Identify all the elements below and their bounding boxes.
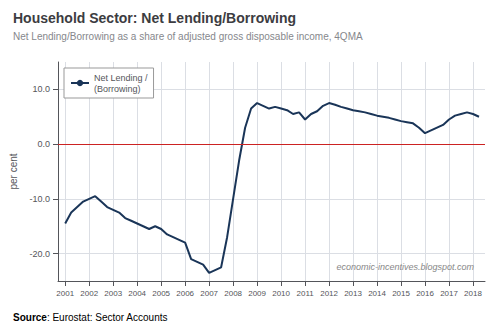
svg-text:2016: 2016	[416, 289, 434, 298]
svg-text:Source: Source	[13, 312, 47, 323]
svg-text:2009: 2009	[248, 289, 266, 298]
svg-text:2011: 2011	[296, 289, 314, 298]
svg-text:2012: 2012	[320, 289, 338, 298]
svg-text:10.0: 10.0	[32, 84, 50, 94]
svg-text:2015: 2015	[392, 289, 410, 298]
svg-text:Net Lending /: Net Lending /	[94, 73, 148, 83]
svg-text:2001: 2001	[56, 289, 74, 298]
svg-text:2010: 2010	[272, 289, 290, 298]
svg-text:-20.0: -20.0	[29, 249, 50, 259]
svg-text:(Borrowing): (Borrowing)	[94, 84, 141, 94]
svg-text:2003: 2003	[104, 289, 122, 298]
svg-text:2013: 2013	[344, 289, 362, 298]
svg-text:2008: 2008	[224, 289, 242, 298]
svg-text:economic-incentives.blogspot.c: economic-incentives.blogspot.com	[336, 262, 474, 272]
svg-text:-10.0: -10.0	[29, 194, 50, 204]
svg-text:per cent: per cent	[8, 153, 19, 189]
svg-text:2014: 2014	[368, 289, 386, 298]
svg-text:2004: 2004	[128, 289, 146, 298]
svg-text:: Eurostat: Sector Accounts: : Eurostat: Sector Accounts	[47, 312, 168, 323]
svg-text:Household Sector: Net Lending/: Household Sector: Net Lending/Borrowing	[13, 10, 296, 26]
svg-text:2018: 2018	[464, 289, 482, 298]
svg-text:0.0: 0.0	[37, 139, 50, 149]
svg-text:2006: 2006	[176, 289, 194, 298]
svg-text:2017: 2017	[440, 289, 458, 298]
svg-text:2005: 2005	[152, 289, 170, 298]
svg-text:2002: 2002	[80, 289, 98, 298]
svg-text:2007: 2007	[200, 289, 218, 298]
svg-text:Net Lending/Borrowing as a sha: Net Lending/Borrowing as a share of adju…	[13, 31, 363, 42]
